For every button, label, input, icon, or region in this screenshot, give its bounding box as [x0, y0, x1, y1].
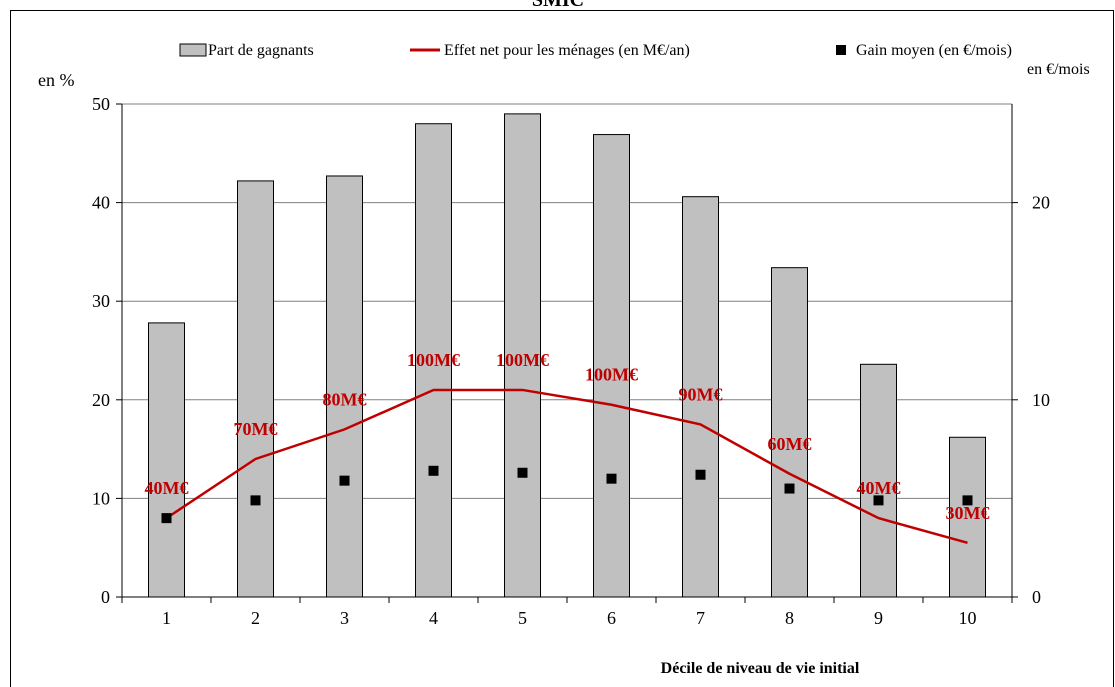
bar	[593, 134, 630, 598]
point-gain-moyen	[873, 495, 884, 506]
chart-title: SMIC	[532, 0, 584, 11]
data-label: 40M€	[145, 478, 189, 498]
series-line-effet-net	[165, 388, 968, 544]
y-tick-right: 10	[1032, 390, 1050, 410]
y-tick-left: 20	[92, 390, 110, 410]
data-label: 70M€	[234, 419, 278, 439]
data-label: 30M€	[946, 503, 990, 523]
bar	[682, 196, 719, 598]
x-tick-label: 5	[518, 608, 527, 628]
data-label: 60M€	[768, 434, 812, 454]
x-tick-label: 8	[785, 608, 794, 628]
legend: Part de gagnants Effet net pour les ménag…	[179, 42, 1012, 59]
plot-area: 0 10 20 30 40 50 0 10 20 1 2 3 4 5 6 7 8 9 10 40M€ 70M€ 80M€ 1…	[92, 94, 1050, 628]
x-tick-label: 4	[429, 608, 438, 628]
point-gain-moyen	[606, 473, 617, 484]
bar	[326, 175, 363, 598]
x-tick-label: 3	[340, 608, 349, 628]
legend-swatch-marker	[836, 45, 846, 55]
x-axis-label: Décile de niveau de vie initial	[661, 660, 860, 677]
x-tick-label: 7	[696, 608, 705, 628]
y-tick-left: 30	[92, 291, 110, 311]
point-gain-moyen	[428, 465, 439, 476]
x-tick-label: 6	[607, 608, 616, 628]
y-tick-right: 0	[1032, 587, 1041, 607]
bar	[237, 180, 274, 598]
data-label: 100M€	[585, 365, 638, 385]
point-gain-moyen	[517, 467, 528, 478]
bar	[148, 322, 185, 598]
point-gain-moyen	[339, 475, 350, 486]
chart-border	[10, 10, 1114, 687]
point-gain-moyen	[695, 469, 706, 480]
data-label: 40M€	[857, 478, 901, 498]
x-tick-label: 2	[251, 608, 260, 628]
point-gain-moyen	[161, 513, 172, 524]
data-label: 80M€	[323, 389, 367, 409]
legend-swatch-bar	[179, 43, 207, 57]
y-tick-left: 0	[101, 587, 110, 607]
legend-label-effet-net: Effet net pour les ménages (en M€/an)	[444, 42, 690, 59]
y-tick-right: 20	[1032, 193, 1050, 213]
bar	[949, 436, 986, 598]
bar	[415, 123, 452, 598]
x-tick-label: 10	[959, 608, 977, 628]
bar	[771, 267, 808, 598]
y-tick-left: 10	[92, 488, 110, 508]
legend-label-gain-moyen: Gain moyen (en €/mois)	[856, 42, 1012, 59]
y-axis-label-left: en %	[38, 70, 74, 90]
x-tick-label: 1	[162, 608, 171, 628]
data-label: 100M€	[407, 350, 460, 370]
point-gain-moyen	[784, 483, 795, 494]
point-gain-moyen	[250, 495, 261, 506]
data-label: 100M€	[496, 350, 549, 370]
y-axis-label-right: en €/mois	[1027, 61, 1090, 78]
y-tick-left: 50	[92, 94, 110, 114]
x-tick-label: 9	[874, 608, 883, 628]
bar	[860, 363, 897, 598]
data-label: 90M€	[679, 384, 723, 404]
legend-label-part-gagnants: Part de gagnants	[208, 42, 314, 59]
bar	[504, 113, 541, 598]
point-gain-moyen	[962, 495, 973, 506]
y-tick-left: 40	[92, 193, 110, 213]
